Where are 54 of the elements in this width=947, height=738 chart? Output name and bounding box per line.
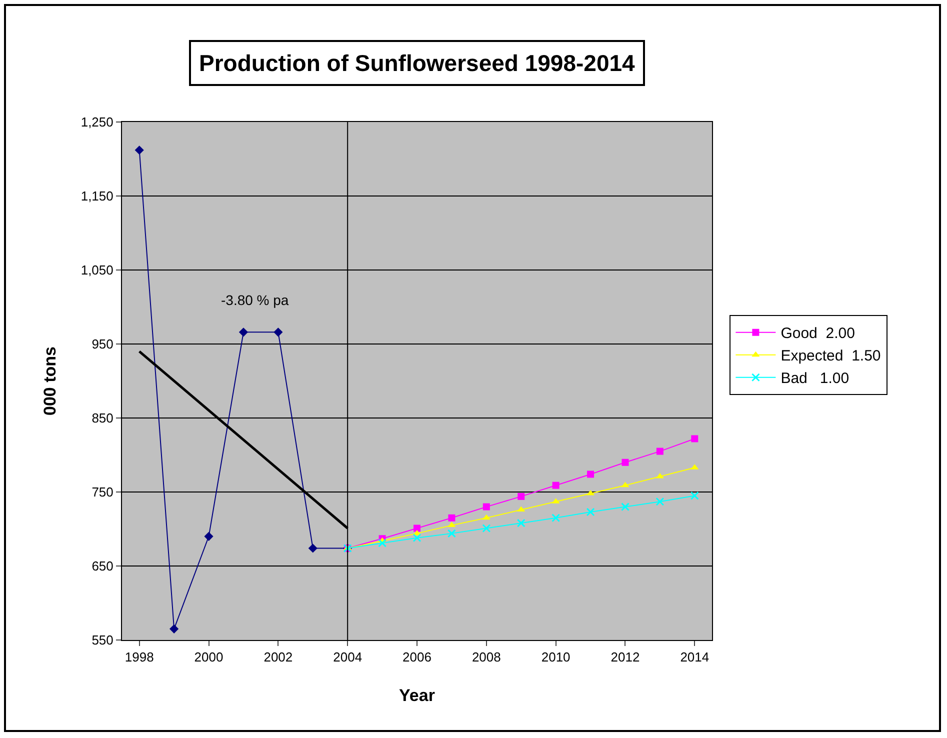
point	[308, 544, 318, 553]
x-tick-label: 2002	[264, 650, 293, 665]
y-tick-label: 1,250	[80, 114, 114, 130]
point	[656, 472, 664, 478]
point	[274, 328, 283, 337]
point	[448, 514, 456, 522]
x-tick-label: 2010	[541, 650, 570, 665]
point	[238, 328, 248, 337]
y-tick-label: 650	[92, 558, 114, 574]
point	[204, 532, 214, 541]
x-tick-label: 2014	[680, 650, 710, 665]
y-tick-label: 1,150	[80, 188, 114, 204]
point	[587, 470, 594, 478]
point	[378, 538, 387, 548]
y-tick-label: 850	[92, 410, 114, 426]
y-tick-label: 550	[92, 632, 114, 648]
x-tick-label: 2012	[610, 650, 640, 665]
y-tick-label: 1,050	[80, 262, 114, 278]
point	[586, 508, 595, 516]
x-axis-title: Year	[399, 686, 436, 705]
chart-title: Production of Sunflowerseed 1998-2014	[199, 50, 636, 76]
point	[622, 458, 629, 466]
point	[552, 482, 560, 489]
point	[414, 524, 420, 532]
legend-label: Expected 1.50	[780, 348, 881, 365]
x-tick-label: 1998	[124, 650, 154, 665]
point	[656, 448, 664, 455]
point	[482, 514, 490, 520]
y-tick-label: 950	[92, 336, 114, 352]
legend-label: Bad 1.00	[780, 370, 850, 388]
point	[552, 514, 560, 522]
annotation: -3.80 % pa	[221, 292, 289, 308]
x-tick-label: 2000	[194, 650, 224, 665]
point	[170, 624, 179, 634]
point	[656, 497, 664, 506]
point	[518, 492, 525, 500]
x-tick-label: 2004	[333, 650, 362, 665]
point	[516, 518, 526, 528]
point	[482, 503, 490, 510]
x-tick-label: 2008	[472, 650, 501, 665]
point	[691, 435, 698, 442]
point	[134, 146, 144, 155]
x-tick-label: 2006	[402, 650, 432, 665]
point	[620, 502, 630, 512]
y-tick-label: 750	[92, 484, 114, 500]
point	[448, 522, 456, 528]
point	[517, 506, 526, 512]
point	[482, 524, 491, 533]
point	[447, 529, 456, 538]
point	[690, 491, 699, 500]
y-axis-title: 000 tons	[40, 346, 60, 416]
point	[621, 482, 630, 488]
point	[412, 534, 422, 542]
legend-label: Good 2.00	[780, 325, 855, 342]
